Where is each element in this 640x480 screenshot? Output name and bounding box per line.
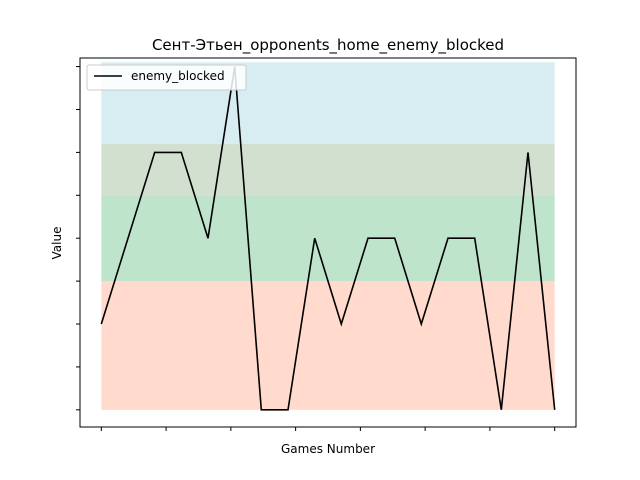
series-layer — [100, 66, 556, 411]
x-axis-label: Games Number — [281, 442, 375, 456]
y-ticks — [76, 66, 80, 411]
background-bands — [101, 62, 555, 410]
legend: enemy_blocked — [86, 64, 247, 91]
chart-title: Сент-Этьен_opponents_home_enemy_blocked — [152, 36, 504, 55]
plot-frame — [79, 57, 577, 428]
band-1 — [101, 195, 555, 282]
series-line-0 — [100, 66, 556, 411]
y-axis-label: Value — [50, 227, 64, 260]
legend-label: enemy_blocked — [131, 69, 225, 83]
band-2 — [101, 143, 555, 196]
band-0 — [101, 281, 555, 410]
x-ticks — [100, 427, 556, 431]
legend-box — [86, 64, 247, 91]
